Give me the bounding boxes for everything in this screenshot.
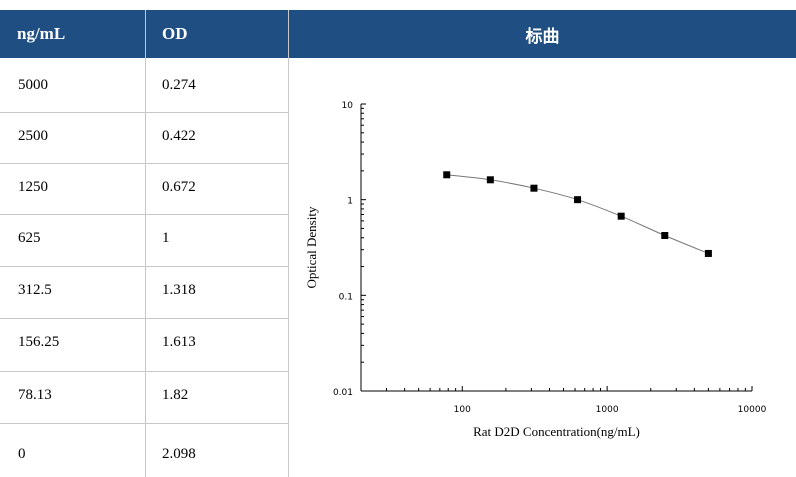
header-standard-curve: 标曲 (289, 10, 796, 58)
cell-concentration: 2500 (18, 128, 48, 144)
cell-concentration: 625 (18, 230, 41, 246)
data-point (530, 184, 538, 192)
y-axis-title: Optical Density (304, 206, 319, 288)
row-divider (0, 163, 289, 164)
cell-concentration: 312.5 (18, 282, 52, 298)
cell-concentration: 78.13 (18, 387, 52, 403)
row-divider (0, 371, 289, 372)
data-point (443, 171, 451, 179)
column-divider-2 (288, 10, 289, 477)
data-point (486, 176, 494, 184)
fit-curve (446, 174, 709, 254)
cell-od: 0.422 (162, 128, 196, 144)
cell-concentration: 5000 (18, 77, 48, 93)
row-divider (0, 318, 289, 319)
data-point (704, 249, 712, 257)
y-tick-label: 0.1 (339, 292, 353, 302)
row-divider (0, 266, 289, 267)
y-tick-label: 1 (347, 197, 353, 207)
header-concentration: ng/mL (0, 10, 145, 58)
data-point (574, 196, 582, 204)
x-tick-label: 1000 (596, 405, 619, 415)
cell-concentration: 1250 (18, 179, 48, 195)
data-point (617, 212, 625, 220)
y-tick-label: 0.01 (333, 388, 353, 398)
cell-concentration: 0 (18, 446, 26, 462)
cell-od: 1 (162, 230, 170, 246)
column-divider-1 (145, 10, 146, 477)
cropped-text-strip (0, 0, 796, 10)
x-axis-title: Rat D2D Concentration(ng/mL) (473, 424, 640, 439)
row-divider (0, 112, 289, 113)
header-od: OD (146, 10, 288, 58)
row-divider (0, 423, 289, 424)
cell-od: 0.672 (162, 179, 196, 195)
cell-concentration: 156.25 (18, 334, 60, 350)
header-standard-curve-label: 标曲 (525, 26, 560, 46)
data-point (661, 232, 669, 240)
row-divider (0, 214, 289, 215)
header-concentration-label: ng/mL (17, 24, 66, 43)
x-tick-label: 100 (454, 405, 471, 415)
cell-od: 0.274 (162, 77, 196, 93)
x-tick-label: 10000 (738, 405, 767, 415)
cell-od: 1.318 (162, 282, 196, 298)
cell-od: 1.82 (162, 387, 189, 403)
y-tick-label: 10 (342, 101, 354, 111)
cell-od: 2.098 (162, 446, 196, 462)
header-od-label: OD (162, 24, 188, 43)
standard-curve-chart: 0.01 0.1 1 10 100 1000 10000 Rat D2D Concentrat… (304, 101, 767, 439)
cell-od: 1.613 (162, 334, 196, 350)
